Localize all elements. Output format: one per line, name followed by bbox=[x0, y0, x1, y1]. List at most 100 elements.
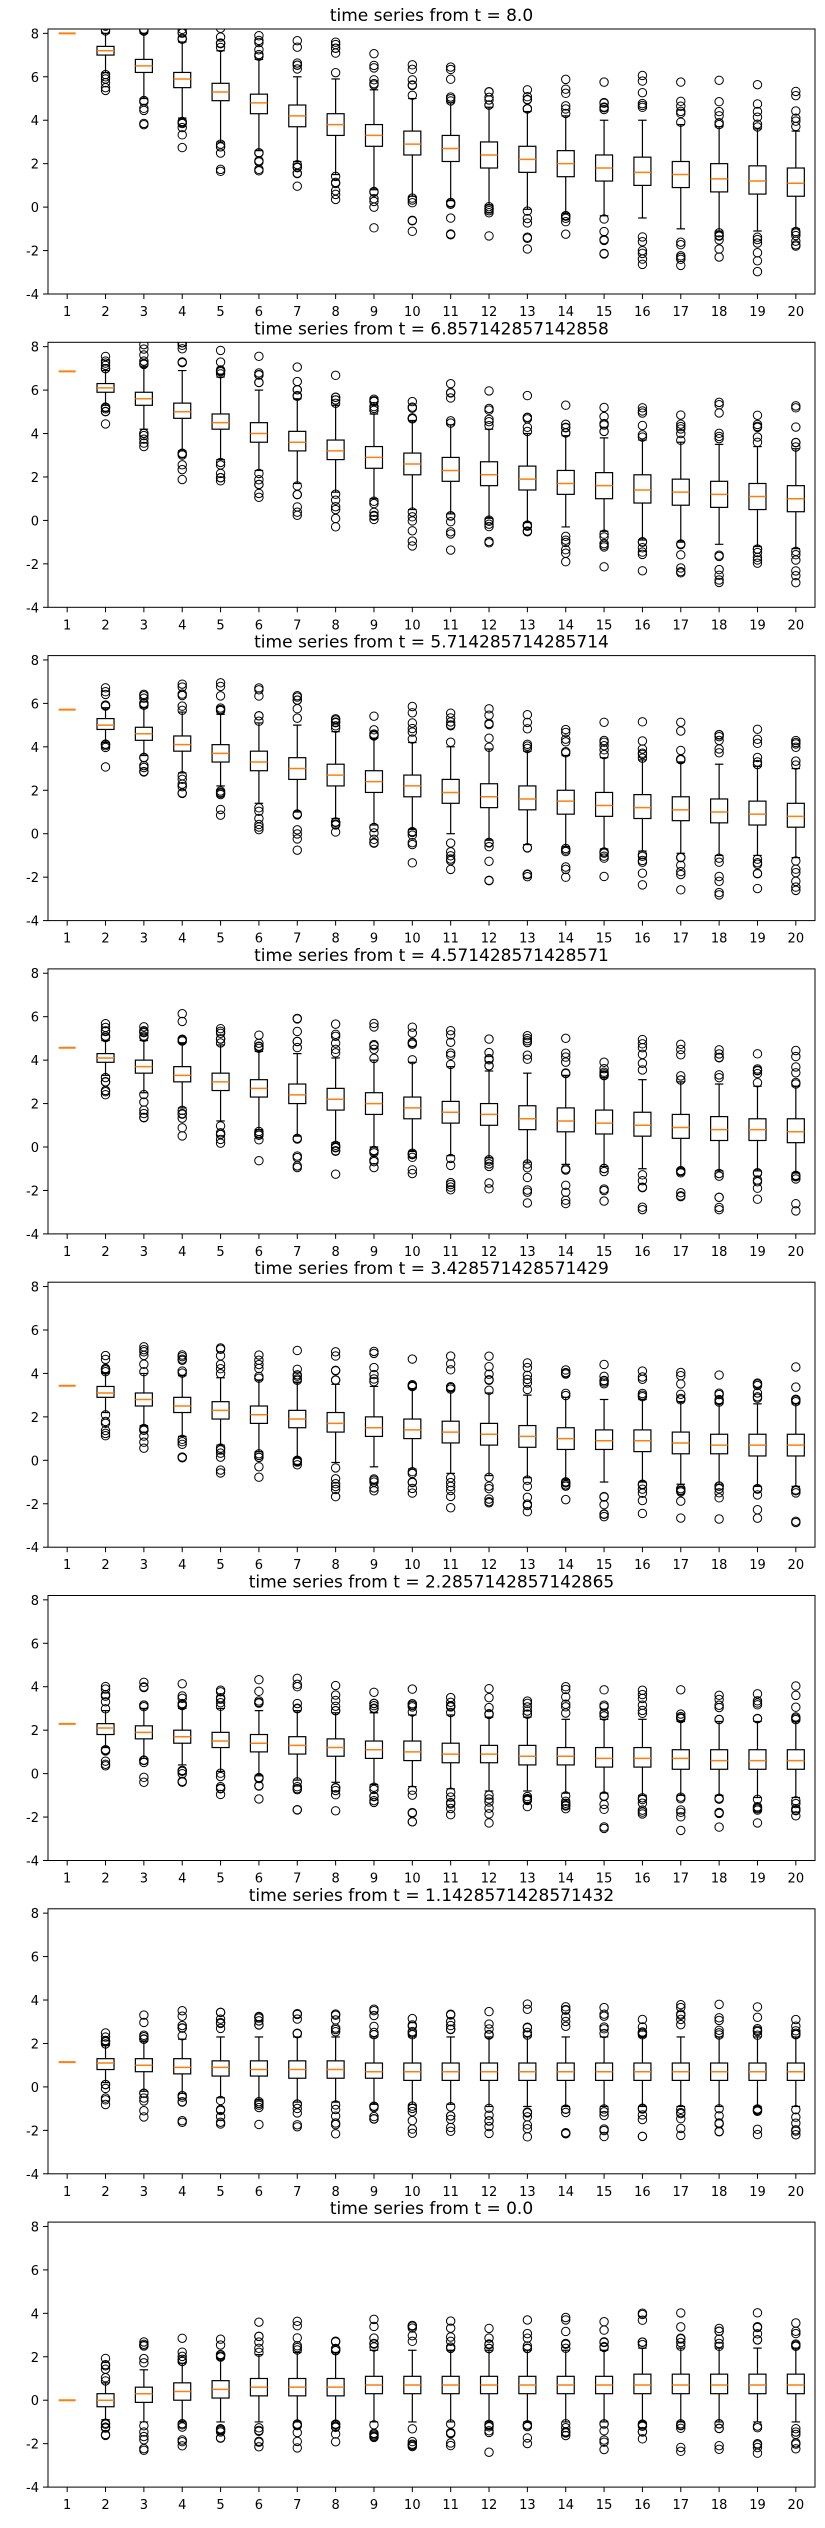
x-tick-label: 7 bbox=[293, 932, 301, 947]
outlier-point bbox=[676, 1486, 686, 1496]
box-18 bbox=[710, 1690, 729, 1832]
x-tick-label: 10 bbox=[404, 2185, 421, 2200]
outlier-point bbox=[752, 752, 763, 763]
box-17 bbox=[671, 2308, 690, 2457]
outlier-point bbox=[714, 1694, 724, 1705]
outlier-point bbox=[103, 29, 108, 30]
x-tick-label: 1 bbox=[63, 1872, 71, 1887]
outlier-point bbox=[139, 105, 149, 116]
outlier-point bbox=[330, 721, 341, 731]
outlier-point bbox=[100, 2079, 111, 2090]
outlier-point bbox=[139, 2034, 149, 2044]
outlier-point bbox=[369, 1039, 379, 1050]
y-tick-label: 6 bbox=[31, 1011, 39, 1026]
outlier-point bbox=[791, 2130, 801, 2140]
iqr-box bbox=[594, 1746, 614, 1768]
outlier-point bbox=[330, 1038, 341, 1048]
outlier-point bbox=[791, 1798, 801, 1809]
box-4 bbox=[173, 29, 192, 153]
outlier-point bbox=[330, 39, 341, 50]
outlier-point bbox=[100, 360, 111, 371]
outlier-point bbox=[407, 1022, 418, 1032]
iqr-box bbox=[633, 794, 652, 820]
outlier-point bbox=[637, 1805, 648, 1815]
iqr-box bbox=[633, 1746, 652, 1768]
outlier-point bbox=[254, 35, 264, 46]
outlier-point bbox=[676, 566, 686, 577]
outlier-point bbox=[676, 1709, 686, 1719]
box-10 bbox=[403, 1684, 422, 1827]
x-tick-label: 4 bbox=[178, 1872, 186, 1887]
outlier-point bbox=[139, 2431, 149, 2442]
outlier-point bbox=[599, 1166, 609, 1177]
outlier-point bbox=[637, 432, 648, 442]
x-tick-label: 9 bbox=[370, 932, 378, 947]
outlier-point bbox=[561, 1048, 571, 1058]
outlier-point bbox=[791, 566, 801, 576]
outlier-point bbox=[445, 1473, 456, 1483]
outlier-point bbox=[254, 351, 264, 362]
outlier-point bbox=[369, 2101, 379, 2111]
outlier-point bbox=[522, 1698, 533, 1709]
outlier-point bbox=[215, 703, 226, 713]
outlier-point bbox=[561, 101, 571, 111]
outlier-point bbox=[522, 1187, 533, 1197]
box-12 bbox=[479, 2006, 499, 2139]
outlier-point bbox=[714, 2334, 724, 2344]
iqr-box bbox=[326, 1411, 345, 1433]
outlier-point bbox=[139, 1022, 149, 1032]
outlier-point bbox=[369, 2111, 379, 2122]
iqr-box bbox=[479, 461, 499, 487]
outlier-point bbox=[791, 422, 801, 432]
outlier-point bbox=[177, 1437, 187, 1447]
outlier-point bbox=[752, 2322, 763, 2333]
outlier-point bbox=[139, 1112, 149, 1123]
outlier-point bbox=[599, 1492, 609, 1502]
outlier-point bbox=[484, 204, 494, 214]
outlier-point bbox=[484, 1159, 494, 1169]
outlier-point bbox=[330, 2429, 341, 2439]
outlier-point bbox=[637, 2421, 648, 2431]
outlier-point bbox=[100, 72, 111, 82]
y-tick-label: -4 bbox=[26, 2168, 39, 2183]
x-tick-label: 2 bbox=[101, 1245, 109, 1260]
outlier-point bbox=[599, 2435, 609, 2445]
outlier-point bbox=[714, 235, 724, 245]
outlier-point bbox=[254, 2098, 264, 2109]
outlier-point bbox=[177, 1439, 187, 1449]
outlier-point bbox=[139, 359, 149, 370]
box-13 bbox=[518, 710, 537, 882]
outlier-point bbox=[522, 426, 533, 437]
outlier-point bbox=[254, 1043, 264, 1054]
x-tick-label: 18 bbox=[711, 2185, 728, 2200]
outlier-point bbox=[484, 201, 494, 212]
outlier-point bbox=[407, 215, 418, 226]
outlier-point bbox=[254, 2119, 264, 2130]
outlier-point bbox=[292, 2099, 302, 2109]
x-tick-label: 8 bbox=[331, 932, 339, 947]
outlier-point bbox=[100, 2036, 111, 2047]
outlier-point bbox=[561, 1481, 571, 1491]
outlier-point bbox=[330, 178, 341, 189]
outlier-point bbox=[100, 1072, 111, 1083]
outlier-point bbox=[139, 2030, 149, 2040]
outlier-point bbox=[752, 1380, 763, 1391]
x-tick-label: 10 bbox=[404, 305, 421, 320]
outlier-point bbox=[522, 1481, 533, 1492]
outlier-point bbox=[791, 113, 801, 123]
outlier-point bbox=[522, 94, 533, 105]
outlier-point bbox=[100, 1364, 111, 1374]
outlier-point bbox=[599, 848, 609, 858]
outlier-point bbox=[139, 1431, 149, 1441]
x-tick-label: 13 bbox=[519, 932, 536, 947]
outlier-point bbox=[445, 199, 456, 209]
box-17 bbox=[671, 410, 690, 578]
iqr-box bbox=[441, 778, 460, 804]
outlier-point bbox=[330, 370, 341, 381]
outlier-point bbox=[445, 230, 456, 240]
outlier-point bbox=[791, 1712, 801, 1722]
x-tick-label: 15 bbox=[596, 2185, 613, 2200]
outlier-point bbox=[407, 80, 418, 90]
outlier-point bbox=[484, 1178, 494, 1188]
outlier-point bbox=[637, 76, 648, 86]
